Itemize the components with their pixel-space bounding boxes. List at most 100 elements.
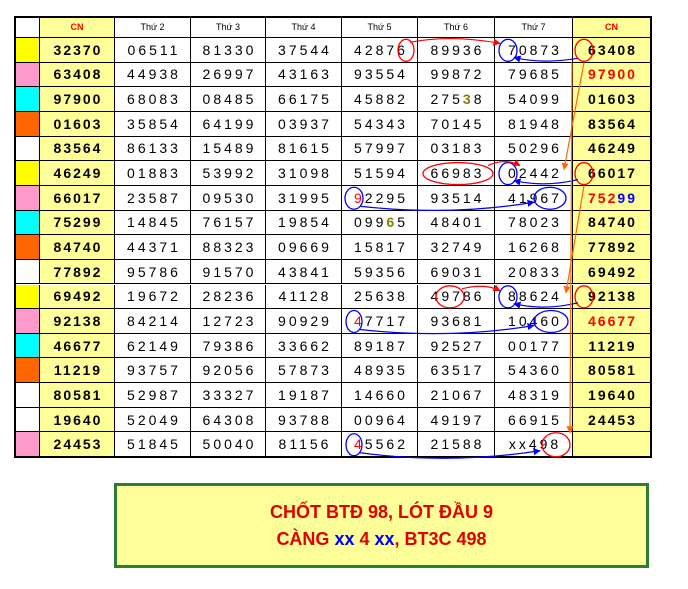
row-color-swatch (14, 62, 40, 88)
cn-result-cell: 83564 (40, 136, 115, 162)
digit: 1 (386, 312, 398, 329)
result-cell: 21588 (418, 432, 495, 458)
cn-result-cell: 80581 (40, 383, 115, 408)
header-cell: Thứ 4 (266, 16, 342, 38)
cn-result-cell: 77892 (573, 235, 651, 260)
result-cell: 90929 (266, 309, 342, 334)
cn-result-cell: 80581 (573, 358, 651, 384)
cn-result-cell: 11219 (40, 358, 115, 384)
cn-result-cell: 75299 (40, 210, 115, 236)
row-color-swatch (14, 358, 40, 384)
digit: 7 (588, 189, 598, 206)
result-cell: 76157 (191, 210, 266, 236)
cn-result-cell: 01603 (573, 87, 651, 112)
digit: 3 (462, 91, 474, 108)
result-cell: 66915 (495, 407, 573, 433)
note-line-2-part-e: , BT3C 498 (394, 528, 487, 549)
result-cell: 70873 (495, 38, 573, 63)
result-cell: 70145 (418, 111, 495, 137)
result-cell: 21067 (418, 383, 495, 408)
result-cell: 32749 (418, 235, 495, 260)
header-cell: Thứ 3 (191, 16, 266, 38)
result-cell: 44938 (115, 62, 191, 88)
digit: 6 (386, 214, 398, 231)
digit: 6 (386, 436, 398, 453)
result-cell: 54360 (495, 358, 573, 384)
cn-result-cell: 19640 (573, 383, 651, 408)
digit: 5 (364, 436, 376, 453)
header-cell: Thứ 2 (115, 16, 191, 38)
header-cell: Thứ 6 (418, 16, 495, 38)
result-cell: 52049 (115, 407, 191, 433)
result-cell: 23587 (115, 185, 191, 211)
digit: 9 (627, 189, 637, 206)
cn-result-cell: 46249 (573, 136, 651, 162)
row-color-swatch (14, 407, 40, 433)
result-cell: 79386 (191, 333, 266, 359)
result-cell: 66983 (418, 161, 495, 186)
result-cell: 64199 (191, 111, 266, 137)
cn-result-cell: 46249 (40, 161, 115, 186)
result-cell: 31098 (266, 161, 342, 186)
result-cell: 50040 (191, 432, 266, 458)
result-cell: 19187 (266, 383, 342, 408)
result-cell: 69031 (418, 259, 495, 285)
digit: 5 (397, 189, 408, 206)
digit: 6 (597, 312, 608, 329)
cn-result-cell: 19640 (40, 407, 115, 433)
digit: 8 (473, 91, 485, 108)
cn-result-cell: 97900 (40, 87, 115, 112)
digit: 9 (617, 189, 628, 206)
header-cell: Thứ 5 (342, 16, 418, 38)
result-cell: 00177 (495, 333, 573, 359)
result-cell: 01883 (115, 161, 191, 186)
result-cell: 62149 (115, 333, 191, 359)
result-cell: 43163 (266, 62, 342, 88)
digit: 6 (607, 312, 618, 329)
result-cell: 02442 (495, 161, 573, 186)
digit: 4 (354, 312, 365, 329)
row-color-swatch (14, 235, 40, 260)
result-cell: 08485 (191, 87, 266, 112)
result-cell: 14845 (115, 210, 191, 236)
row-color-swatch (14, 185, 40, 211)
result-cell: 91570 (191, 259, 266, 285)
row-color-swatch (14, 383, 40, 408)
result-cell: 19854 (266, 210, 342, 236)
prediction-note: CHỐT BTĐ 98, LÓT ĐẦU 9 CÀNG xx 4 xx, BT3… (114, 483, 649, 568)
row-color-swatch (14, 309, 40, 334)
result-cell: 81156 (266, 432, 342, 458)
result-cell: 48935 (342, 358, 418, 384)
result-cell: 81615 (266, 136, 342, 162)
result-cell: 00964 (342, 407, 418, 433)
digit: 7 (364, 312, 376, 329)
row-color-swatch (14, 210, 40, 236)
row-color-swatch (14, 87, 40, 112)
row-color-swatch (14, 136, 40, 162)
result-cell: xx498 (495, 432, 573, 458)
digit: 2 (375, 189, 387, 206)
result-cell: 03183 (418, 136, 495, 162)
digit: 0 (354, 214, 365, 231)
result-cell: 57873 (266, 358, 342, 384)
result-cell: 45882 (342, 87, 418, 112)
digit: 7 (617, 312, 628, 329)
result-cell: 43841 (266, 259, 342, 285)
result-cell: 52987 (115, 383, 191, 408)
digit: 5 (397, 214, 408, 231)
result-cell: 49786 (418, 284, 495, 310)
row-color-swatch (14, 161, 40, 186)
digit: 2 (364, 189, 376, 206)
result-cell: 28236 (191, 284, 266, 310)
result-cell: 54099 (495, 87, 573, 112)
cn-result-cell: 63408 (573, 38, 651, 63)
result-cell: 31995 (266, 185, 342, 211)
cn-result-cell: 92138 (573, 284, 651, 310)
result-cell: 09669 (266, 235, 342, 260)
cn-result-cell: 84740 (573, 210, 651, 236)
result-cell: 92056 (191, 358, 266, 384)
digit: 9 (354, 189, 365, 206)
result-cell: 88323 (191, 235, 266, 260)
